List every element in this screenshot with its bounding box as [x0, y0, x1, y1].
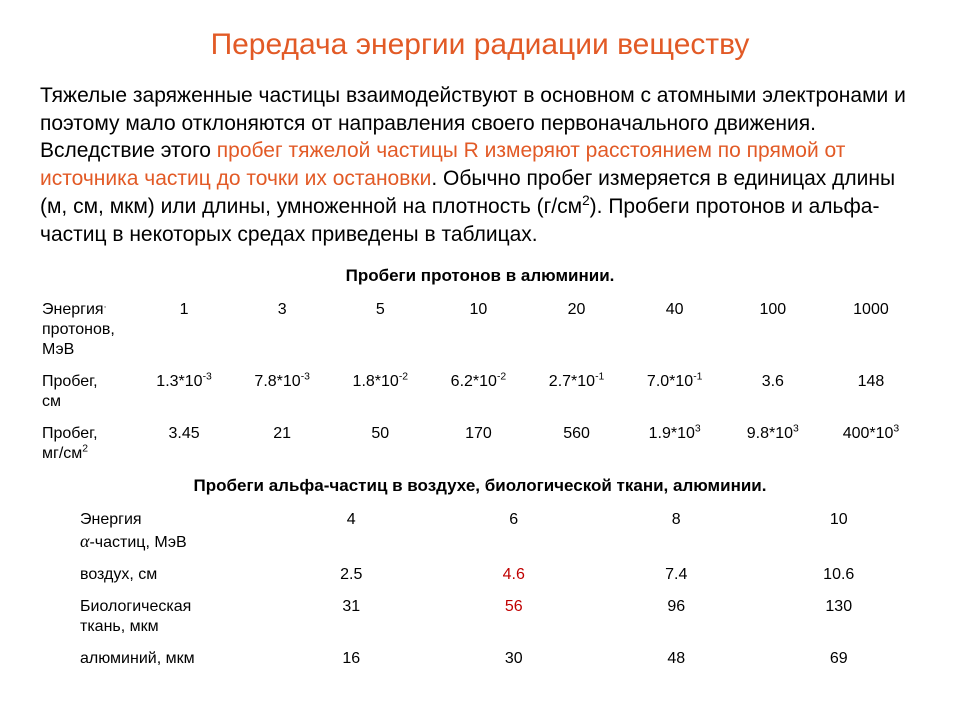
lbl: протонов, [42, 321, 115, 338]
cell: 130 [758, 591, 921, 643]
cell: 3.6 [724, 366, 822, 418]
cell: 30 [433, 643, 596, 675]
cell: 56 [433, 591, 596, 643]
cell: 69 [758, 643, 921, 675]
cell: 20 [528, 294, 626, 366]
cell: 3 [233, 294, 331, 366]
lbl: -частиц, МэВ [89, 534, 186, 551]
cell: 9.8*103 [724, 418, 822, 470]
cell: 40 [626, 294, 724, 366]
table-row: Пробег, мг/см2 3.45 21 50 170 560 1.9*10… [40, 418, 920, 470]
cell: 7.8*10-3 [233, 366, 331, 418]
lbl: Биологическая [80, 598, 191, 615]
t1-r0-label: Энергия. протонов, МэВ [40, 294, 135, 366]
cell: 8 [595, 504, 758, 559]
table-row: Биологическая ткань, мкм 31 56 96 130 [40, 591, 920, 643]
cell: 1.8*10-2 [331, 366, 429, 418]
t1-r2-label: Пробег, мг/см2 [40, 418, 135, 470]
intro-paragraph: Тяжелые заряженные частицы взаимодейству… [40, 82, 920, 248]
cell: 7.0*10-1 [626, 366, 724, 418]
cell: 3.45 [135, 418, 233, 470]
table2-caption: Пробеги альфа-частиц в воздухе, биологич… [40, 476, 920, 496]
table-row: воздух, см 2.5 4.6 7.4 10.6 [40, 559, 920, 591]
cell: 50 [331, 418, 429, 470]
lbl: см [42, 393, 61, 410]
lbl-sup: 2 [82, 444, 88, 455]
cell: 1000 [822, 294, 920, 366]
cell: 400*103 [822, 418, 920, 470]
cell: 148 [822, 366, 920, 418]
cell: 5 [331, 294, 429, 366]
cell: 6 [433, 504, 596, 559]
table-row: Энергия. протонов, МэВ 1 3 5 10 20 40 10… [40, 294, 920, 366]
cell: 1.9*103 [626, 418, 724, 470]
cell: 6.2*10-2 [429, 366, 527, 418]
cell: 1 [135, 294, 233, 366]
cell: 4.6 [433, 559, 596, 591]
cell: 560 [528, 418, 626, 470]
lbl: Пробег, [42, 425, 98, 442]
cell: 4 [270, 504, 433, 559]
cell: 100 [724, 294, 822, 366]
lbl: ткань, мкм [80, 618, 159, 635]
cell: 2.5 [270, 559, 433, 591]
cell: 10 [429, 294, 527, 366]
cell: 31 [270, 591, 433, 643]
cell: 7.4 [595, 559, 758, 591]
lbl: МэВ [42, 341, 74, 358]
cell: 10 [758, 504, 921, 559]
t1-r1-label: Пробег, см [40, 366, 135, 418]
table-row: Пробег, см 1.3*10-3 7.8*10-3 1.8*10-2 6.… [40, 366, 920, 418]
cell: 1.3*10-3 [135, 366, 233, 418]
lbl: Энергия [80, 511, 142, 528]
cell: 10.6 [758, 559, 921, 591]
table-row: алюминий, мкм 16 30 48 69 [40, 643, 920, 675]
cell: 21 [233, 418, 331, 470]
cell: 96 [595, 591, 758, 643]
cell: 48 [595, 643, 758, 675]
table-alpha: Энергия α-частиц, МэВ 4 6 8 10 воздух, с… [40, 504, 920, 675]
cell: 170 [429, 418, 527, 470]
t2-r2-label: Биологическая ткань, мкм [40, 591, 270, 643]
table-protons: Энергия. протонов, МэВ 1 3 5 10 20 40 10… [40, 294, 920, 470]
lbl: Пробег, [42, 373, 98, 390]
t2-r3-label: алюминий, мкм [40, 643, 270, 675]
table-row: Энергия α-частиц, МэВ 4 6 8 10 [40, 504, 920, 559]
lbl: Энергия [42, 301, 104, 318]
lbl-sup: . [104, 300, 107, 311]
table1-caption: Пробеги протонов в алюминии. [40, 266, 920, 286]
cell: 16 [270, 643, 433, 675]
para-sup: 2 [582, 193, 590, 208]
lbl: мг/см [42, 445, 82, 462]
cell: 2.7*10-1 [528, 366, 626, 418]
t2-r1-label: воздух, см [40, 559, 270, 591]
page-title: Передача энергии радиации веществу [40, 28, 920, 62]
t2-r0-label: Энергия α-частиц, МэВ [40, 504, 270, 559]
